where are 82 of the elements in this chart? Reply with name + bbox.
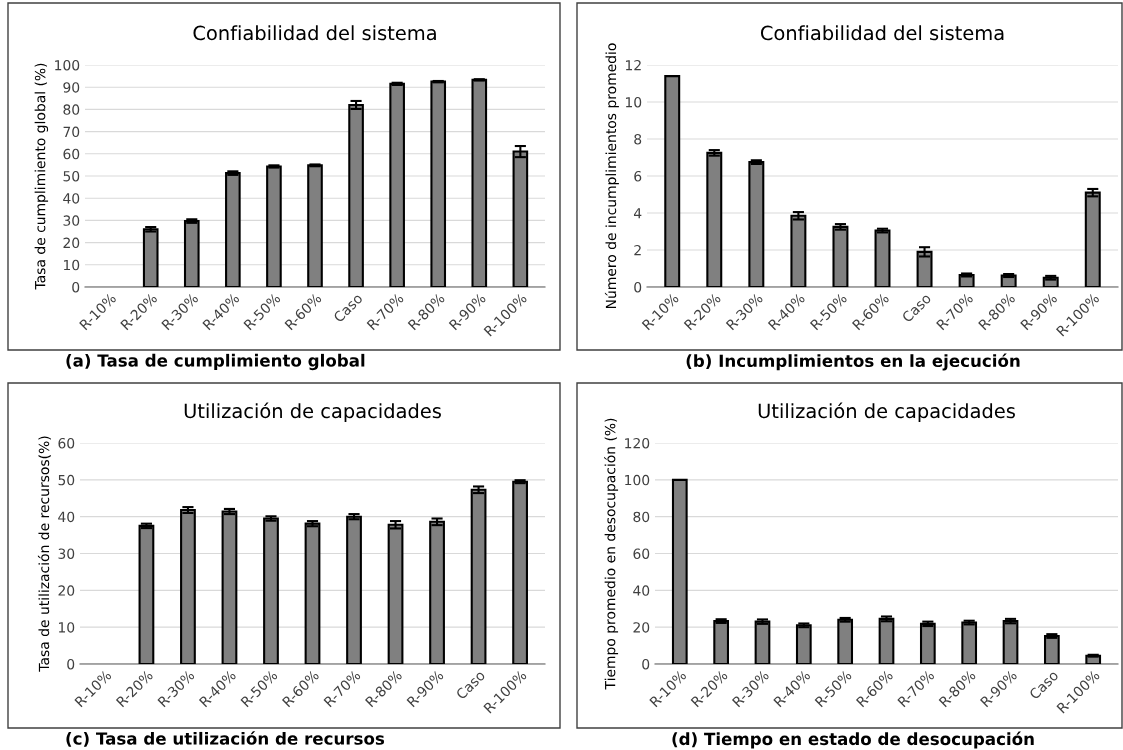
bar bbox=[754, 620, 771, 664]
y-tick-label: 50 bbox=[58, 474, 75, 486]
y-tick-label: 30 bbox=[63, 215, 80, 226]
bar bbox=[664, 75, 681, 287]
bar bbox=[183, 220, 200, 287]
text: (c) Tasa de utilización de recursos bbox=[66, 731, 385, 747]
y-tick-label: 60 bbox=[58, 437, 75, 449]
y-tick-label: 4 bbox=[633, 208, 642, 219]
bar bbox=[961, 621, 978, 664]
chart-title: Utilización de capacidades bbox=[758, 402, 1015, 423]
bar bbox=[837, 618, 854, 664]
y-axis-title: Tiempo promedio en desocupación (%) bbox=[604, 418, 619, 690]
y-tick-label: 10 bbox=[58, 622, 75, 633]
y-tick-label: 0 bbox=[72, 281, 80, 293]
bar bbox=[225, 172, 241, 287]
text: (d) Tiempo en estado de desocupación bbox=[672, 731, 1034, 749]
y-tick-label: 30 bbox=[58, 548, 75, 559]
bar bbox=[919, 622, 936, 664]
bar bbox=[874, 229, 891, 287]
bar bbox=[1084, 191, 1101, 287]
bar bbox=[671, 478, 688, 664]
y-tick-label: 60 bbox=[633, 548, 650, 559]
bar bbox=[471, 78, 488, 287]
y-tick-label: 60 bbox=[63, 148, 80, 160]
y-tick-label: 90 bbox=[63, 82, 80, 93]
bar bbox=[706, 151, 723, 287]
bar bbox=[429, 520, 445, 664]
bar bbox=[430, 80, 447, 287]
bar bbox=[795, 624, 812, 664]
bar bbox=[878, 617, 895, 664]
y-tick-label: 0 bbox=[67, 658, 75, 670]
y-tick-label: 20 bbox=[58, 585, 75, 596]
bar bbox=[748, 161, 765, 287]
y-tick-label: 12 bbox=[625, 59, 641, 71]
y-tick-label: 40 bbox=[58, 511, 75, 523]
bar bbox=[512, 480, 528, 664]
y-tick-label: 8 bbox=[634, 133, 642, 145]
y-axis-title: Número de incumplimientos promedio bbox=[604, 43, 619, 309]
y-tick-label: 40 bbox=[633, 585, 650, 596]
bar bbox=[263, 517, 279, 664]
y-axis-title: Tasa de cumplimiento global (%) bbox=[34, 63, 49, 290]
bar bbox=[346, 515, 362, 664]
chart-title: Confiabilidad del sistema bbox=[760, 25, 1004, 41]
y-tick-label: 10 bbox=[625, 96, 642, 108]
y-tick-label: 100 bbox=[625, 474, 650, 486]
bar bbox=[307, 164, 323, 287]
y-tick-label: 20 bbox=[63, 237, 80, 249]
y-tick-label: 80 bbox=[633, 511, 650, 523]
bar bbox=[713, 620, 729, 664]
y-tick-label: 50 bbox=[63, 170, 80, 182]
bar bbox=[221, 510, 238, 664]
bar bbox=[266, 165, 282, 287]
y-tick-label: 70 bbox=[63, 126, 80, 138]
y-axis-title: Tasa de utilización de recursos(%) bbox=[37, 436, 51, 672]
bar bbox=[348, 103, 364, 287]
y-tick-label: 100 bbox=[55, 59, 80, 71]
y-tick-label: 10 bbox=[63, 259, 80, 271]
bar bbox=[1002, 620, 1019, 664]
bar bbox=[512, 150, 529, 287]
text: (b) Incumplimientos en la ejecución bbox=[686, 353, 1020, 371]
bar bbox=[832, 225, 849, 287]
y-tick-label: 20 bbox=[633, 622, 650, 633]
bar bbox=[389, 82, 405, 287]
bar bbox=[138, 524, 155, 664]
bar bbox=[1044, 634, 1060, 664]
bar bbox=[387, 523, 404, 664]
bar bbox=[916, 250, 933, 287]
bar bbox=[304, 522, 321, 664]
bar bbox=[180, 509, 196, 664]
y-tick-label: 0 bbox=[634, 281, 642, 293]
y-tick-label: 40 bbox=[63, 193, 80, 204]
y-tick-label: 2 bbox=[634, 244, 641, 256]
y-tick-label: 80 bbox=[63, 104, 80, 115]
bar bbox=[790, 214, 807, 287]
y-tick-label: 120 bbox=[625, 437, 650, 449]
chart-title: Utilización de capacidades bbox=[184, 402, 441, 423]
bar bbox=[470, 488, 487, 664]
chart-title: Confiabilidad del sistema bbox=[193, 25, 436, 41]
bar bbox=[142, 228, 159, 287]
y-tick-label: 0 bbox=[642, 658, 650, 670]
text: (a) Tasa de cumplimiento global bbox=[66, 353, 365, 371]
y-tick-label: 6 bbox=[634, 170, 642, 182]
